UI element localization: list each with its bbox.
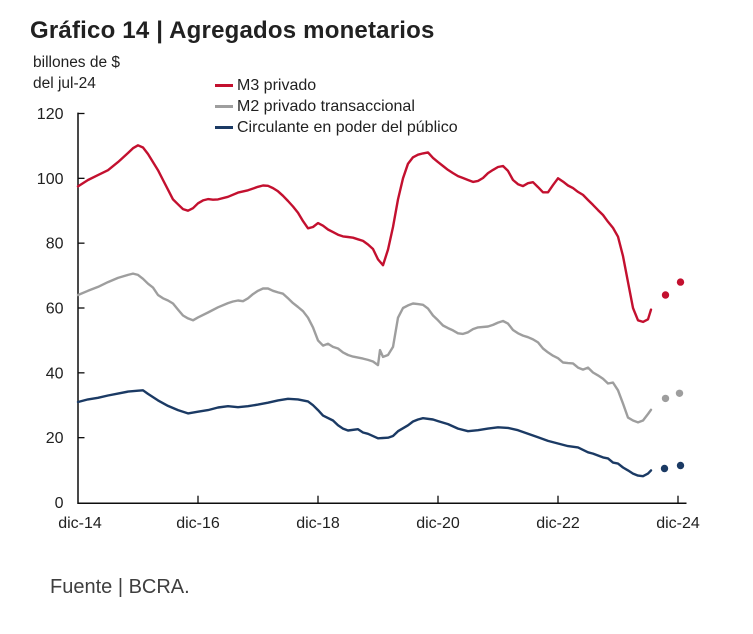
y-tick-label: 40 xyxy=(46,365,64,382)
forecast-dot-m2-privado-transaccional xyxy=(661,394,670,403)
series-m2-privado-transaccional xyxy=(76,272,684,424)
legend-line-marker-m2-privado-transaccional xyxy=(215,105,233,108)
legend-label: Circulante en poder del público xyxy=(237,119,458,136)
legend-line-marker-circulante-en-poder-del-p-blico xyxy=(215,126,233,129)
axis-lines xyxy=(77,112,687,504)
forecast-dot-circulante-en-poder-del-p-blico xyxy=(660,464,669,473)
legend-item-m2-privado-transaccional: M2 privado transaccional xyxy=(215,96,458,117)
legend-line-marker-m3-privado xyxy=(215,84,233,87)
forecast-dot-m2-privado-transaccional xyxy=(675,389,684,397)
y-axis-unit-line-2: del jul-24 xyxy=(33,75,96,92)
y-tick-label: 0 xyxy=(55,495,64,512)
y-tick-label: 80 xyxy=(46,236,64,253)
series-m3-privado xyxy=(76,144,685,324)
legend-label: M2 privado transaccional xyxy=(237,98,415,115)
forecast-dot-m3-privado xyxy=(661,291,670,299)
x-tick-label: dic-14 xyxy=(58,515,102,532)
legend-item-circulante-en-poder-del-p-blico: Circulante en poder del público xyxy=(215,117,458,138)
y-tick-label: 100 xyxy=(37,171,64,188)
source-caption: Fuente | BCRA. xyxy=(50,576,190,598)
x-tick-label: dic-18 xyxy=(296,515,340,532)
y-axis-unit-label: billones de $ del jul-24 xyxy=(33,52,120,94)
y-axis-unit-line-1: billones de $ xyxy=(33,54,121,71)
forecast-dot-m3-privado xyxy=(676,278,685,286)
y-tick-label: 120 xyxy=(37,106,64,123)
chart-title: Gráfico 14 | Agregados monetarios xyxy=(30,17,435,44)
x-axis: dic-14 dic-16 dic-18 dic-20 dic-22 dic-24 xyxy=(58,495,700,532)
series-line-circulante-en-poder-del-p-blico xyxy=(76,389,653,478)
forecast-dot-circulante-en-poder-del-p-blico xyxy=(676,461,685,470)
series-circulante-en-poder-del-p-blico xyxy=(76,389,685,478)
x-tick-label: dic-22 xyxy=(536,515,580,532)
x-tick-label: dic-24 xyxy=(656,515,700,532)
x-tick-label: dic-16 xyxy=(176,515,220,532)
legend-item-m3-privado: M3 privado xyxy=(215,75,458,96)
series-line-m3-privado xyxy=(76,144,653,324)
chart-legend: M3 privado M2 privado transaccional Circul… xyxy=(215,75,458,138)
y-tick-label: 20 xyxy=(46,430,64,447)
y-tick-label: 60 xyxy=(46,300,64,317)
x-tick-label: dic-20 xyxy=(416,515,460,532)
series-line-m2-privado-transaccional xyxy=(76,272,653,424)
legend-label: M3 privado xyxy=(237,77,317,94)
y-axis: 0 20 40 60 80 100 120 xyxy=(37,106,85,512)
